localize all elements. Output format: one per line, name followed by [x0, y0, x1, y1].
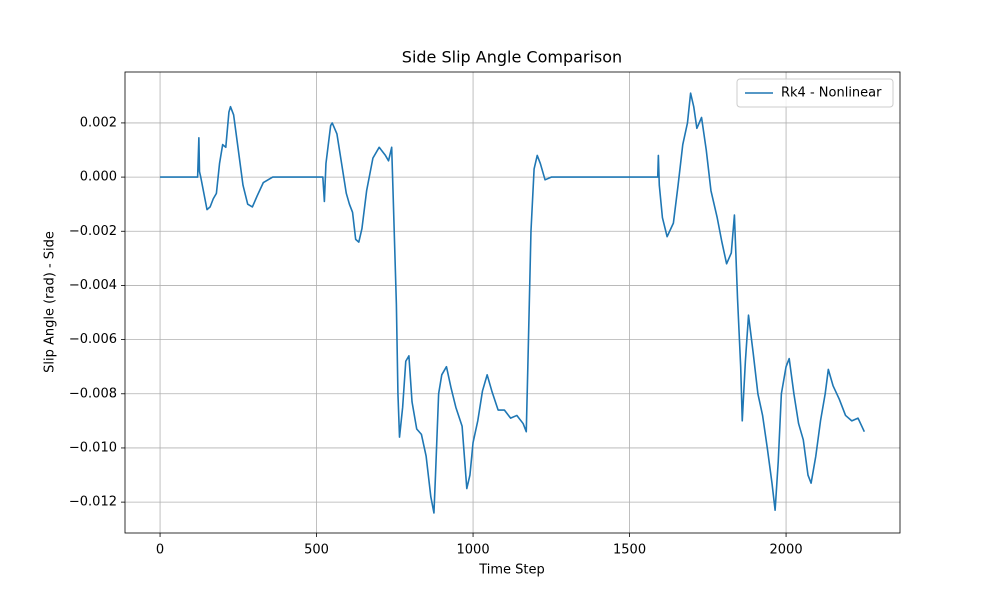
legend-label: Rk4 - Nonlinear	[781, 86, 882, 101]
x-tick-label: 1500	[613, 543, 646, 558]
x-axis-label: Time Step	[478, 563, 545, 578]
y-tick-label: −0.002	[69, 224, 117, 239]
y-axis-label: Slip Angle (rad) - Side	[43, 231, 58, 373]
x-tick-label: 2000	[770, 543, 803, 558]
y-tick-label: 0.002	[80, 115, 117, 130]
x-tick-label: 1000	[457, 543, 490, 558]
y-tick-label: −0.008	[69, 386, 117, 401]
y-tick-label: −0.004	[69, 278, 117, 293]
plot-frame	[124, 71, 901, 534]
chart-title: Side Slip Angle Comparison	[402, 48, 622, 67]
legend-box	[736, 78, 894, 108]
y-tick-label: −0.012	[69, 495, 117, 510]
y-tick-label: −0.006	[69, 332, 117, 347]
y-tick-label: 0.000	[80, 170, 117, 185]
x-tick-label: 500	[304, 543, 329, 558]
y-tick-label: −0.010	[69, 440, 117, 455]
data-line	[160, 92, 866, 514]
x-tick-label: 0	[156, 543, 164, 558]
